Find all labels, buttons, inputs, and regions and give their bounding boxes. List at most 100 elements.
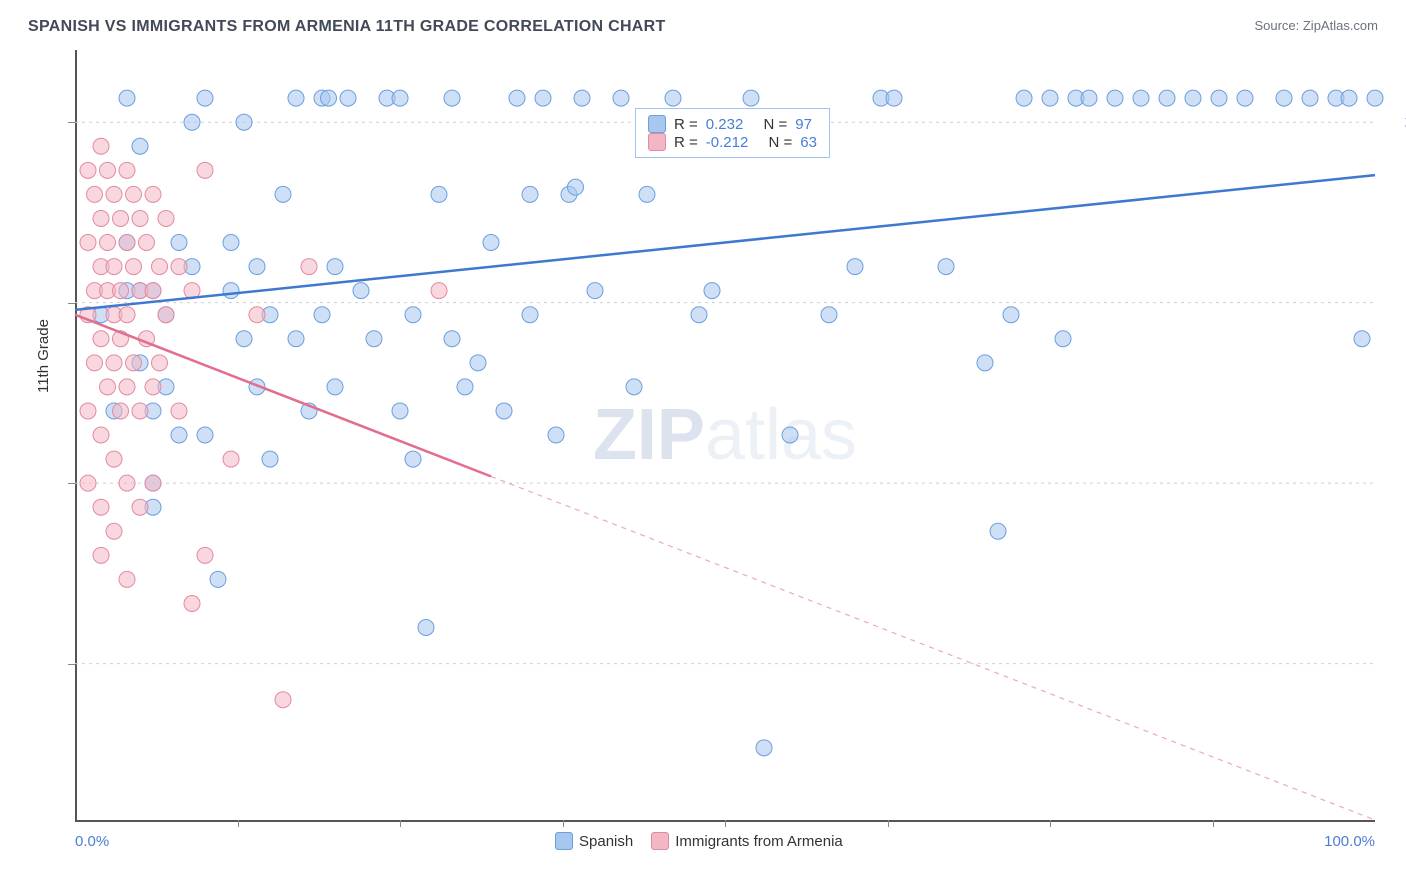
data-point[interactable] — [106, 355, 122, 371]
data-point[interactable] — [1042, 90, 1058, 106]
data-point[interactable] — [106, 259, 122, 275]
data-point[interactable] — [158, 307, 174, 323]
data-point[interactable] — [106, 186, 122, 202]
data-point[interactable] — [275, 692, 291, 708]
data-point[interactable] — [223, 283, 239, 299]
data-point[interactable] — [210, 571, 226, 587]
data-point[interactable] — [1159, 90, 1175, 106]
data-point[interactable] — [184, 114, 200, 130]
data-point[interactable] — [1133, 90, 1149, 106]
data-point[interactable] — [171, 259, 187, 275]
data-point[interactable] — [93, 499, 109, 515]
data-point[interactable] — [821, 307, 837, 323]
data-point[interactable] — [1081, 90, 1097, 106]
data-point[interactable] — [431, 186, 447, 202]
data-point[interactable] — [691, 307, 707, 323]
data-point[interactable] — [782, 427, 798, 443]
data-point[interactable] — [1302, 90, 1318, 106]
data-point[interactable] — [236, 114, 252, 130]
data-point[interactable] — [1016, 90, 1032, 106]
data-point[interactable] — [197, 427, 213, 443]
data-point[interactable] — [139, 235, 155, 251]
data-point[interactable] — [100, 379, 116, 395]
data-point[interactable] — [665, 90, 681, 106]
data-point[interactable] — [171, 403, 187, 419]
data-point[interactable] — [405, 451, 421, 467]
data-point[interactable] — [587, 283, 603, 299]
data-point[interactable] — [392, 90, 408, 106]
data-point[interactable] — [119, 162, 135, 178]
data-point[interactable] — [197, 162, 213, 178]
data-point[interactable] — [639, 186, 655, 202]
data-point[interactable] — [100, 235, 116, 251]
data-point[interactable] — [236, 331, 252, 347]
data-point[interactable] — [1107, 90, 1123, 106]
data-point[interactable] — [613, 90, 629, 106]
data-point[interactable] — [87, 186, 103, 202]
legend-item-spanish[interactable]: Spanish — [555, 832, 633, 850]
data-point[interactable] — [1354, 331, 1370, 347]
data-point[interactable] — [275, 186, 291, 202]
data-point[interactable] — [171, 235, 187, 251]
data-point[interactable] — [145, 379, 161, 395]
data-point[interactable] — [977, 355, 993, 371]
data-point[interactable] — [145, 186, 161, 202]
data-point[interactable] — [100, 162, 116, 178]
data-point[interactable] — [470, 355, 486, 371]
data-point[interactable] — [80, 475, 96, 491]
data-point[interactable] — [548, 427, 564, 443]
data-point[interactable] — [80, 403, 96, 419]
data-point[interactable] — [119, 475, 135, 491]
data-point[interactable] — [93, 138, 109, 154]
data-point[interactable] — [132, 403, 148, 419]
data-point[interactable] — [756, 740, 772, 756]
data-point[interactable] — [145, 283, 161, 299]
data-point[interactable] — [1237, 90, 1253, 106]
data-point[interactable] — [132, 210, 148, 226]
data-point[interactable] — [152, 259, 168, 275]
data-point[interactable] — [392, 403, 408, 419]
data-point[interactable] — [1367, 90, 1383, 106]
data-point[interactable] — [119, 571, 135, 587]
data-point[interactable] — [574, 90, 590, 106]
data-point[interactable] — [119, 235, 135, 251]
data-point[interactable] — [223, 451, 239, 467]
data-point[interactable] — [405, 307, 421, 323]
data-point[interactable] — [327, 379, 343, 395]
data-point[interactable] — [366, 331, 382, 347]
data-point[interactable] — [431, 283, 447, 299]
data-point[interactable] — [132, 138, 148, 154]
data-point[interactable] — [288, 90, 304, 106]
data-point[interactable] — [704, 283, 720, 299]
data-point[interactable] — [327, 259, 343, 275]
data-point[interactable] — [249, 307, 265, 323]
data-point[interactable] — [353, 283, 369, 299]
data-point[interactable] — [568, 179, 584, 195]
data-point[interactable] — [509, 90, 525, 106]
data-point[interactable] — [340, 90, 356, 106]
data-point[interactable] — [1185, 90, 1201, 106]
data-point[interactable] — [171, 427, 187, 443]
data-point[interactable] — [93, 547, 109, 563]
data-point[interactable] — [886, 90, 902, 106]
data-point[interactable] — [145, 475, 161, 491]
data-point[interactable] — [314, 307, 330, 323]
data-point[interactable] — [126, 186, 142, 202]
data-point[interactable] — [132, 499, 148, 515]
data-point[interactable] — [152, 355, 168, 371]
data-point[interactable] — [457, 379, 473, 395]
data-point[interactable] — [1341, 90, 1357, 106]
data-point[interactable] — [626, 379, 642, 395]
legend-item-armenia[interactable]: Immigrants from Armenia — [651, 832, 843, 850]
data-point[interactable] — [119, 90, 135, 106]
data-point[interactable] — [1211, 90, 1227, 106]
data-point[interactable] — [113, 403, 129, 419]
data-point[interactable] — [87, 355, 103, 371]
data-point[interactable] — [444, 90, 460, 106]
data-point[interactable] — [197, 547, 213, 563]
data-point[interactable] — [418, 620, 434, 636]
data-point[interactable] — [496, 403, 512, 419]
data-point[interactable] — [1276, 90, 1292, 106]
data-point[interactable] — [106, 523, 122, 539]
data-point[interactable] — [106, 451, 122, 467]
